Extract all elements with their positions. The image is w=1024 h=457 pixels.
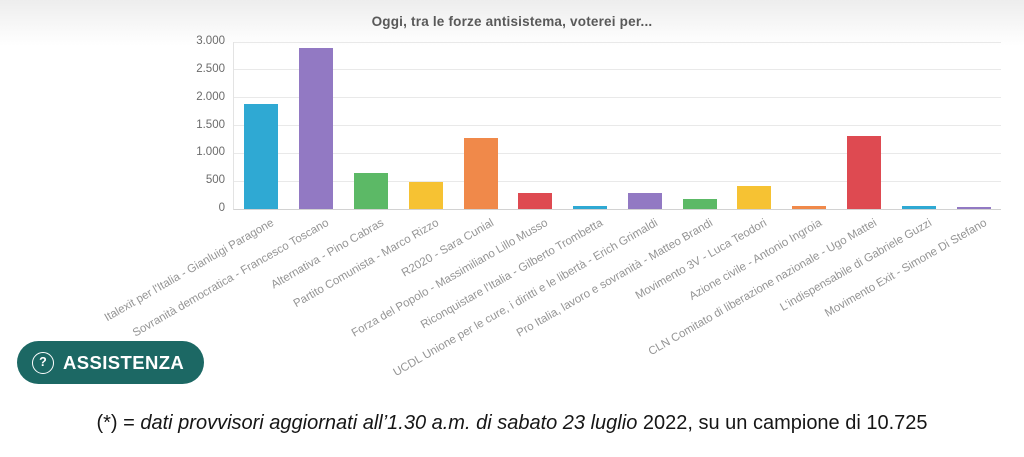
y-axis-tick-label: 1.500	[196, 118, 225, 131]
chart-bar[interactable]	[847, 135, 882, 209]
chart-bar[interactable]	[792, 206, 827, 209]
chart-bar[interactable]	[353, 173, 388, 209]
footnote-regular: 2022, su un campione di 10.725	[642, 412, 928, 434]
chart-bar[interactable]	[627, 193, 662, 209]
chart-bar[interactable]	[901, 205, 936, 209]
chart-bar[interactable]	[682, 199, 717, 209]
chart-bar[interactable]	[408, 182, 443, 209]
footnote-prefix: (*) =	[96, 412, 141, 434]
question-mark-icon: ?	[32, 351, 54, 374]
chart-bar[interactable]	[463, 137, 498, 209]
gridline	[234, 180, 1001, 182]
chart-bar[interactable]	[299, 48, 334, 209]
y-axis-tick-label: 2.000	[196, 90, 225, 103]
y-axis-tick-label: 3.000	[196, 35, 225, 47]
y-axis-tick-label: 1.000	[196, 146, 225, 159]
chart-bar[interactable]	[244, 104, 279, 209]
footnote: (*) = dati provvisori aggiornati all’1.3…	[0, 412, 1024, 435]
chart-title: Oggi, tra le forze antisistema, voterei …	[371, 14, 653, 29]
assistance-button-label: ASSISTENZA	[63, 351, 185, 373]
gridline	[234, 125, 1001, 126]
gridline	[234, 152, 1001, 154]
gridline	[234, 97, 1001, 99]
gridline	[234, 41, 1001, 43]
chart-bar[interactable]	[573, 205, 608, 209]
y-axis-tick-label: 2.500	[196, 62, 225, 75]
chart-bar[interactable]	[956, 206, 991, 209]
y-axis-tick-label: 500	[205, 174, 225, 187]
plot-area	[233, 41, 1001, 210]
chart-bar[interactable]	[737, 185, 772, 209]
assistance-button[interactable]: ? ASSISTENZA	[17, 341, 205, 384]
chart-bar[interactable]	[518, 192, 553, 209]
footnote-italic: dati provvisori aggiornati all’1.30 a.m.…	[140, 412, 643, 434]
gridline	[234, 69, 1001, 71]
y-axis-tick-label: 0	[218, 202, 225, 214]
